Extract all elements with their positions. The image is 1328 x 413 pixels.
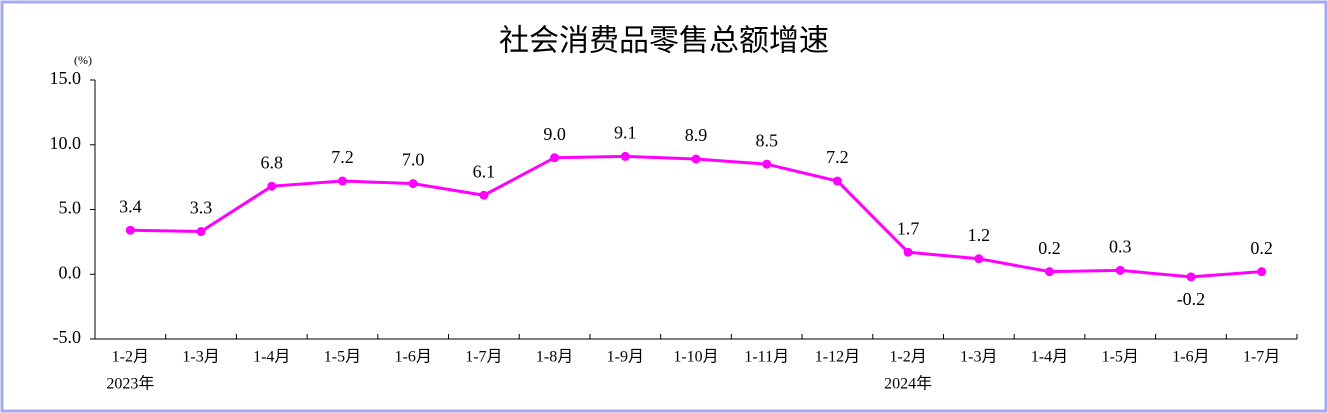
- data-label: 1.7: [897, 218, 920, 238]
- data-label: 7.0: [402, 150, 425, 170]
- y-tick-label: 0.0: [59, 262, 82, 282]
- data-label: 9.1: [614, 123, 637, 143]
- x-tick-label: 1-6月: [395, 349, 432, 366]
- point: [974, 254, 984, 264]
- point: [903, 247, 913, 257]
- y-tick-label: 15.0: [50, 68, 82, 88]
- point: [691, 154, 701, 164]
- chart-title: 社会消费品零售总额增速: [499, 24, 829, 59]
- y-tick-label: 5.0: [59, 198, 82, 218]
- data-label: 8.5: [755, 130, 778, 150]
- data-label: 6.8: [261, 152, 284, 172]
- x-tick-label: 1-6月: [1172, 349, 1209, 366]
- x-tick-label: 1-11月: [744, 349, 789, 366]
- x-tick-label: 1-12月: [815, 349, 860, 366]
- point: [832, 176, 842, 186]
- x-tick-label: 1-7月: [465, 349, 502, 366]
- x-tick-label: 1-10月: [673, 349, 718, 366]
- point: [408, 179, 418, 189]
- point: [337, 176, 347, 186]
- data-label: 0.2: [1038, 238, 1061, 258]
- x-tick-label: 1-3月: [182, 349, 219, 366]
- data-label: 6.1: [473, 161, 496, 181]
- point: [479, 190, 489, 200]
- x-tick-label: 1-9月: [607, 349, 644, 366]
- x-tick-label: 1-8月: [536, 349, 573, 366]
- data-label: 1.2: [968, 225, 991, 245]
- y-unit: (%): [74, 53, 92, 67]
- point: [1257, 267, 1267, 277]
- point: [762, 159, 772, 169]
- point: [1045, 267, 1055, 277]
- year-label: 2024年: [884, 375, 932, 393]
- x-tick-label: 1-3月: [960, 349, 997, 366]
- data-label: 0.3: [1109, 236, 1132, 256]
- data-label: 3.4: [119, 196, 142, 216]
- x-tick-label: 1-7月: [1243, 349, 1280, 366]
- year-label: 2023年: [106, 375, 154, 393]
- data-label: 7.2: [331, 147, 354, 167]
- point: [1115, 265, 1125, 275]
- data-label: 8.9: [685, 125, 708, 145]
- data-label: 0.2: [1250, 238, 1273, 258]
- y-tick-label: 10.0: [50, 133, 82, 153]
- x-tick-label: 1-4月: [253, 349, 290, 366]
- x-tick-label: 1-4月: [1031, 349, 1068, 366]
- data-label: -0.2: [1177, 289, 1206, 309]
- point: [620, 151, 630, 161]
- point: [550, 153, 560, 163]
- x-tick-label: 1-2月: [112, 349, 149, 366]
- point: [267, 181, 277, 191]
- point: [125, 225, 135, 235]
- data-label: 3.3: [190, 198, 213, 218]
- data-label: 9.0: [543, 124, 566, 144]
- point: [1186, 272, 1196, 282]
- y-tick-label: -5.0: [53, 327, 82, 347]
- data-label: 7.2: [826, 147, 849, 167]
- x-tick-label: 1-5月: [324, 349, 361, 366]
- x-tick-label: 1-2月: [889, 349, 926, 366]
- x-tick-label: 1-5月: [1102, 349, 1139, 366]
- point: [196, 227, 206, 237]
